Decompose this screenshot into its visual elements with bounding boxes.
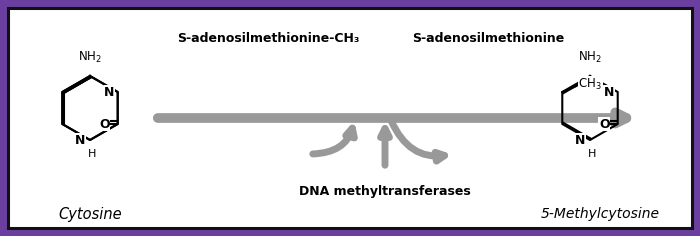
Text: NH$_2$: NH$_2$ [578,50,602,65]
Text: O: O [599,118,610,131]
Text: S-adenosilmethionine: S-adenosilmethionine [412,31,564,45]
Text: N: N [75,134,85,147]
Text: S-adenosilmethionine-CH₃: S-adenosilmethionine-CH₃ [177,31,359,45]
Text: H: H [588,149,596,159]
FancyBboxPatch shape [8,8,692,228]
Text: DNA methyltransferases: DNA methyltransferases [299,185,471,198]
Text: N: N [575,134,585,147]
FancyArrowPatch shape [313,128,354,154]
FancyArrowPatch shape [391,121,444,161]
Text: O: O [99,118,110,131]
Text: CH$_3$: CH$_3$ [578,76,602,92]
Text: Cytosine: Cytosine [58,206,122,222]
Text: N: N [604,85,615,98]
Text: NH$_2$: NH$_2$ [78,50,102,65]
Text: NH$_2$: NH$_2$ [80,52,104,66]
Text: N: N [104,85,115,98]
Text: H: H [88,149,96,159]
Text: 5-Methylcytosine: 5-Methylcytosine [540,207,659,221]
